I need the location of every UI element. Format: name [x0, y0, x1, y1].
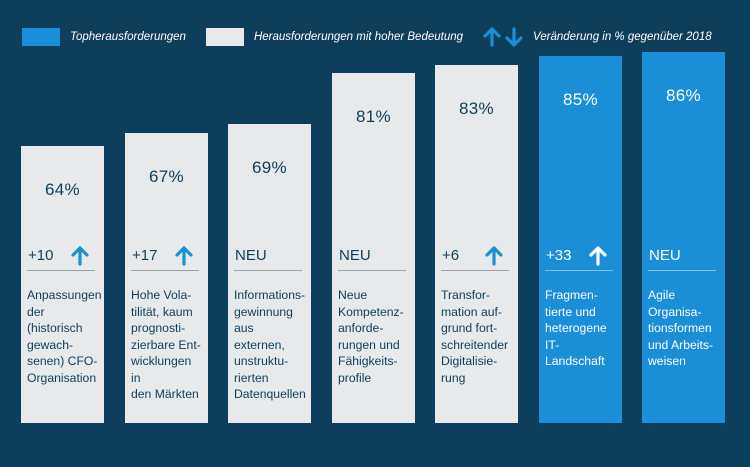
bar-7: 86% NEU Agile Organisa- tionsformen und Ar… [642, 52, 725, 423]
change-label: +33 [546, 247, 572, 264]
category-label: Informations- gewinnung aus externen, un… [234, 288, 306, 401]
arrow-up-icon [589, 246, 607, 266]
legend-label-high: Herausforderungen mit hoher Bedeutung [253, 31, 464, 43]
bar-value-label: 81% [356, 107, 391, 126]
change-row: +10 [27, 238, 95, 271]
category-label: Neue Kompetenz- anforde- rungen und Fähi… [338, 288, 404, 385]
bar-value-label: 83% [459, 99, 494, 118]
bar-value-label: 64% [45, 180, 80, 199]
legend-item-high: Herausforderungen mit hoher Bedeutung [205, 28, 464, 46]
change-row: +33 [545, 238, 613, 271]
legend-swatch-top [22, 28, 60, 46]
change-label: NEU [235, 247, 267, 264]
arrow-up-icon [175, 246, 193, 266]
legend-item-top: Topherausforderungen [22, 28, 186, 46]
legend-arrows [483, 27, 523, 47]
bar-value-label: 67% [149, 167, 184, 186]
bar-value-label: 86% [666, 86, 701, 105]
category-label: Anpassungen der (historisch gewach- sene… [27, 288, 102, 385]
arrow-up-icon [485, 246, 503, 266]
change-label: +17 [132, 247, 158, 264]
category-label: Fragmen- tierte und heterogene IT-Landsc… [545, 288, 607, 368]
change-row: NEU [648, 238, 716, 271]
legend-swatch-high [205, 28, 244, 46]
legend-item-change: Veränderung in % gegenüber 2018 [483, 27, 712, 47]
bar-4: 81% NEU Neue Kompetenz- anforde- rungen un… [332, 73, 415, 423]
legend-label-top: Topherausforderungen [70, 31, 186, 43]
bar-value-label: 85% [563, 90, 598, 109]
bar-3: 69% NEU Informations- gewinnung aus extern… [228, 124, 311, 423]
change-label: +6 [442, 247, 460, 264]
arrow-down-icon [505, 27, 523, 47]
category-label: Agile Organisa- tionsformen und Arbeits-… [648, 288, 714, 368]
change-row: +6 [441, 238, 509, 271]
arrow-up-icon [71, 246, 89, 266]
change-label: NEU [339, 247, 371, 264]
bar-2: 67% +17 Hohe Vola- tilität, kaum prognosti… [125, 133, 208, 423]
change-row: NEU [234, 238, 302, 271]
change-row: NEU [338, 238, 406, 271]
change-row: +17 [131, 238, 199, 271]
bar-value-label: 69% [252, 158, 287, 177]
change-label: NEU [649, 247, 681, 264]
category-label: Hohe Vola- tilität, kaum prognosti- zier… [131, 288, 201, 401]
arrow-up-icon [483, 27, 501, 47]
bar-1: 64% +10 Anpassungen der (historisch gewach… [21, 146, 104, 423]
category-label: Transfor- mation auf- grund fort- schrei… [441, 288, 509, 385]
bar-6: 85% +33 Fragmen- tierte und heterogene IT-… [539, 56, 622, 423]
legend-label-change: Veränderung in % gegenüber 2018 [533, 31, 712, 43]
change-label: +10 [28, 247, 54, 264]
legend: Topherausforderungen Herausforderungen m… [22, 26, 732, 48]
bar-5: 83% +6 Transfor- mation auf- grund fort- s… [435, 65, 518, 423]
